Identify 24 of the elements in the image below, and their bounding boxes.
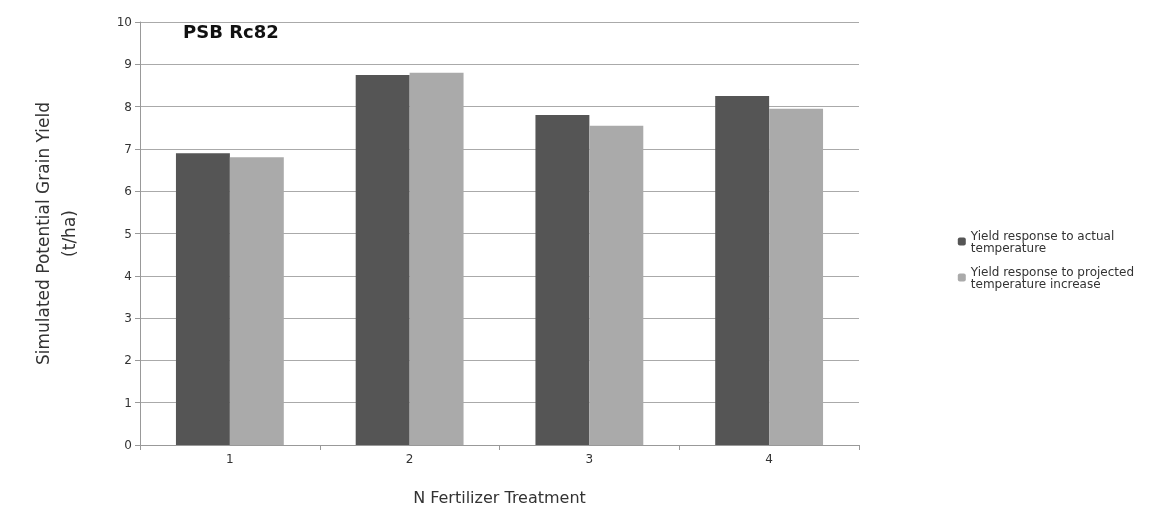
y-tick-label: 9: [124, 57, 132, 72]
legend-label: Yield response to projected temperature increase: [969, 264, 1135, 291]
legend-label: Yield response to actual temperature: [969, 228, 1115, 255]
y-tick-label: 2: [124, 353, 132, 368]
y-tick-label: 8: [124, 99, 132, 114]
annotation: PSB Rc82: [183, 20, 279, 42]
y-tick-label: 10: [116, 15, 132, 29]
x-tick-label: 2: [405, 452, 414, 466]
y-tick-label: 5: [124, 226, 132, 241]
x-tick-label: 1: [226, 452, 234, 466]
y-tick-label: 6: [124, 184, 132, 199]
y-tick-label: 7: [124, 141, 132, 156]
y-tick-label: 0: [124, 438, 132, 452]
y-tick-label: 4: [124, 268, 132, 283]
x-tick-label: 4: [765, 452, 773, 466]
x-tick-label: 3: [585, 452, 594, 466]
y-tick-label: 1: [124, 395, 132, 410]
y-axis-title: Simulated Potential Grain Yield (t/ha): [33, 101, 79, 366]
bar: [175, 153, 230, 445]
bar: [535, 115, 590, 445]
bar: [715, 96, 770, 445]
y-tick-label: 3: [124, 311, 132, 326]
bar: [355, 74, 410, 445]
x-axis-title: N Fertilizer Treatment: [413, 487, 586, 507]
